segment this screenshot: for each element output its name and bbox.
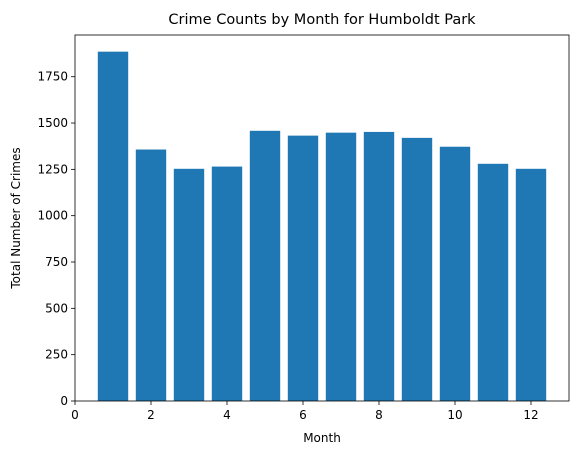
y-tick-label: 1750 <box>37 70 68 84</box>
x-tick-label: 0 <box>71 408 79 422</box>
y-tick-label: 1000 <box>37 209 68 223</box>
bar <box>363 131 395 401</box>
y-tick-label: 0 <box>60 394 68 408</box>
chart-title: Crime Counts by Month for Humboldt Park <box>168 12 476 28</box>
x-tick-label: 8 <box>375 408 383 422</box>
x-tick-label: 12 <box>523 408 538 422</box>
bar <box>249 130 281 402</box>
bar <box>515 168 547 401</box>
bar <box>401 137 433 401</box>
x-axis-ticks: 0 2 4 6 8 10 12 <box>71 401 539 422</box>
x-axis-label: Month <box>303 431 341 445</box>
bar <box>439 146 471 401</box>
y-tick-label: 500 <box>45 301 68 315</box>
x-tick-label: 6 <box>299 408 307 422</box>
y-tick-label: 750 <box>45 255 68 269</box>
bar <box>325 132 357 401</box>
bar <box>477 163 509 401</box>
bar <box>211 166 243 401</box>
bar <box>173 168 205 401</box>
y-tick-label: 1250 <box>37 162 68 176</box>
y-tick-label: 1500 <box>37 116 68 130</box>
plot-frame <box>74 34 570 402</box>
bar <box>97 51 129 402</box>
bars-group <box>97 51 547 402</box>
x-tick-label: 10 <box>447 408 462 422</box>
x-tick-label: 2 <box>147 408 155 422</box>
bar <box>287 135 319 401</box>
bar <box>135 149 167 401</box>
y-axis-ticks: 0 250 500 750 1000 1250 1500 1750 <box>37 70 75 408</box>
y-tick-label: 250 <box>45 348 68 362</box>
y-axis-label: Total Number of Crimes <box>9 147 23 289</box>
x-tick-label: 4 <box>223 408 231 422</box>
